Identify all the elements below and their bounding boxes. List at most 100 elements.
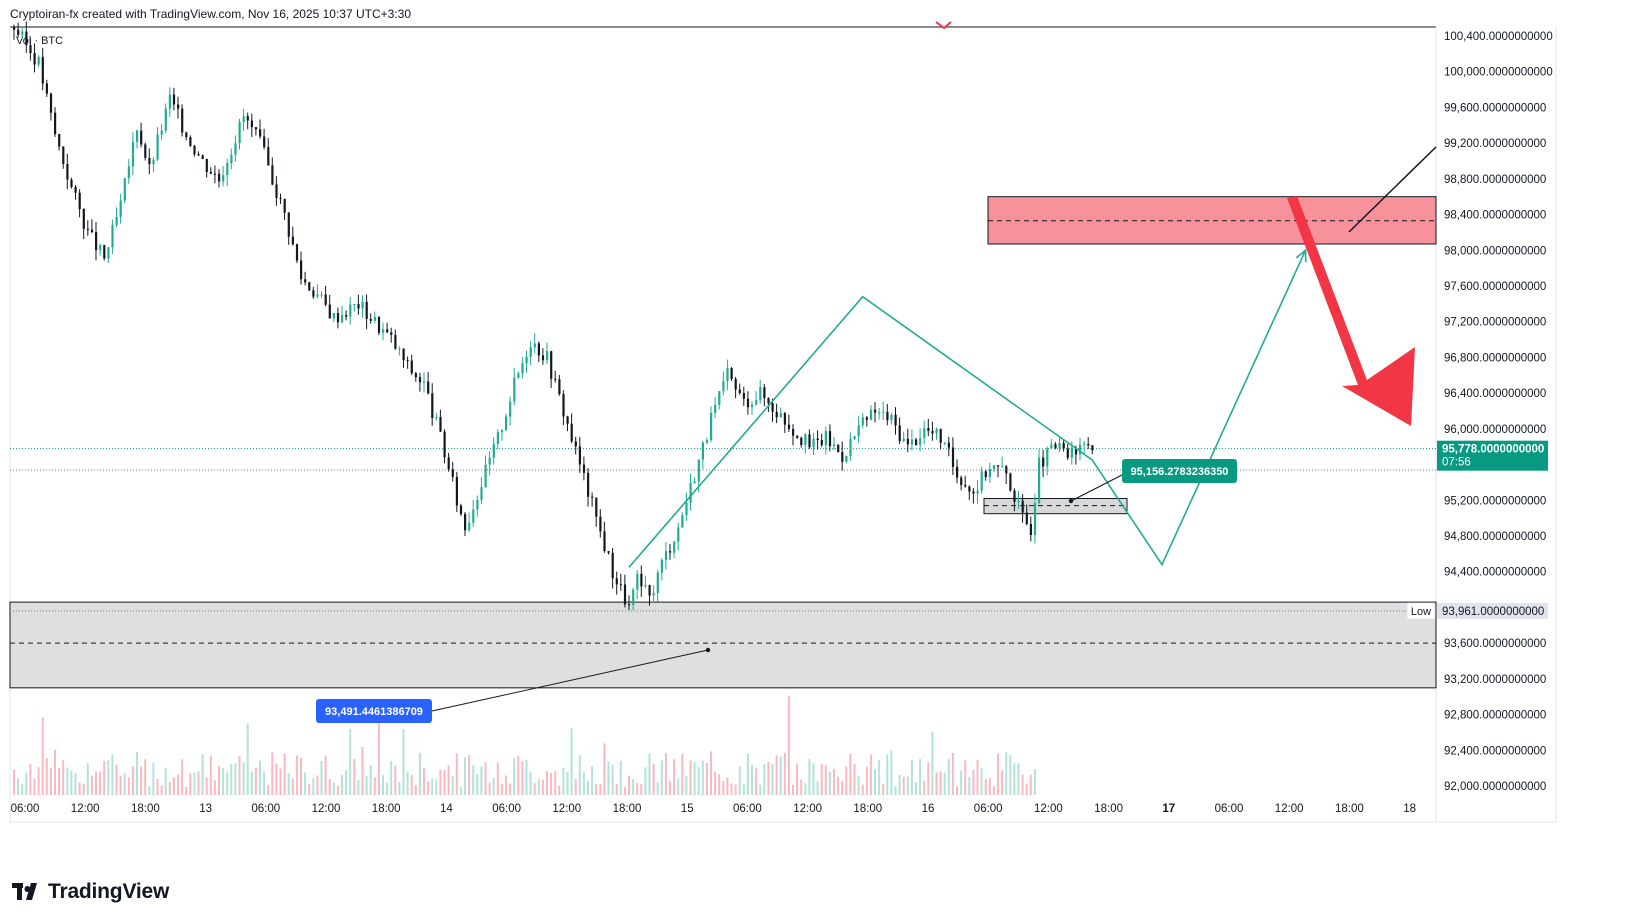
candle-body xyxy=(787,424,791,430)
candle-body xyxy=(992,465,996,469)
volume-bar xyxy=(644,767,647,795)
candle-body xyxy=(345,314,348,317)
candle-body xyxy=(902,438,905,442)
volume-bar xyxy=(365,775,368,795)
volume-bar xyxy=(152,762,155,795)
label-93491: 93,491.4461386709 xyxy=(325,706,423,718)
candle-body xyxy=(287,212,290,237)
candle-body xyxy=(410,360,413,374)
volume-bar xyxy=(254,767,257,795)
volume-bar xyxy=(111,754,114,795)
volume-bar xyxy=(107,760,110,795)
candle-body xyxy=(423,381,426,383)
candle-body xyxy=(861,417,864,426)
candle-body xyxy=(582,464,586,473)
volume-bar xyxy=(418,752,421,795)
candle-body xyxy=(505,416,508,430)
volume-bar xyxy=(857,776,860,795)
volume-bar xyxy=(865,766,868,795)
candle-body xyxy=(521,363,524,374)
time-tick-label: 06:00 xyxy=(1215,803,1244,815)
volume-bar xyxy=(1025,783,1028,795)
candle-body xyxy=(431,393,434,419)
low-price-badge xyxy=(1437,602,1548,619)
candle-body xyxy=(242,116,245,122)
time-tick-label: 18:00 xyxy=(131,803,160,815)
candle-body xyxy=(451,469,454,477)
volume-bar xyxy=(472,765,475,795)
candle-body xyxy=(320,294,323,296)
candle-body xyxy=(312,290,315,297)
label-95156-anchor xyxy=(1068,498,1074,504)
candle-body xyxy=(927,428,930,432)
volume-bar xyxy=(972,769,975,795)
candle-body xyxy=(160,130,163,135)
volume-bar xyxy=(406,771,409,795)
candle-body xyxy=(710,412,713,441)
volume-bar xyxy=(591,766,594,795)
volume-bar xyxy=(1017,763,1020,795)
volume-bar xyxy=(742,784,745,795)
volume-bar xyxy=(70,770,73,795)
volume-bar xyxy=(49,767,52,795)
volume-bar xyxy=(537,779,540,795)
volume-bar xyxy=(62,759,65,795)
volume-bar xyxy=(349,729,352,795)
candle-body xyxy=(1079,444,1082,455)
volume-bar xyxy=(58,767,61,795)
candle-body xyxy=(123,178,126,201)
volume-bar xyxy=(935,772,938,795)
bearish-arrow[interactable] xyxy=(1287,196,1415,426)
candle-body xyxy=(640,573,643,587)
price-tick-label: 93,200.0000000000 xyxy=(1444,674,1546,686)
candle-body xyxy=(652,592,655,596)
candle-body xyxy=(656,572,659,593)
candle-body xyxy=(960,477,963,485)
volume-bar xyxy=(123,773,126,795)
demand-zone[interactable] xyxy=(9,601,1437,689)
candle-body xyxy=(369,318,372,321)
label-93491-box[interactable] xyxy=(316,699,432,723)
volume-bar xyxy=(529,771,532,795)
volume-bar xyxy=(287,773,290,795)
volume-bar xyxy=(984,778,987,795)
volume-bar xyxy=(828,771,831,795)
volume-bar xyxy=(927,762,930,795)
volume-bar xyxy=(271,752,274,795)
volume-bar xyxy=(746,753,749,795)
candle-body xyxy=(546,351,549,361)
volume-bar xyxy=(890,750,893,795)
candle-body xyxy=(783,413,786,425)
candle-body xyxy=(1054,444,1057,448)
candle-body xyxy=(1013,490,1016,502)
volume-bar xyxy=(939,771,942,795)
candle-body xyxy=(759,387,762,401)
low-tag: Low xyxy=(1411,606,1431,618)
candle-body xyxy=(988,468,991,478)
candle-body xyxy=(115,216,118,225)
current-price-badge[interactable] xyxy=(1437,440,1548,471)
volume-bar xyxy=(205,777,208,795)
volume-bar xyxy=(144,759,147,795)
candle-body xyxy=(226,163,229,176)
trend-line[interactable] xyxy=(1348,146,1437,233)
current-price-label: 95,778.0000000000 xyxy=(1442,444,1544,456)
candle-body xyxy=(1038,457,1041,504)
low-price-label: 93,961.0000000000 xyxy=(1442,606,1544,618)
candle-body xyxy=(390,332,393,335)
candle-body xyxy=(476,499,479,510)
label-95156-box[interactable] xyxy=(1122,459,1237,483)
volume-bar xyxy=(455,753,458,795)
tradingview-brand[interactable]: TradingView xyxy=(12,880,169,904)
volume-bar xyxy=(17,778,20,795)
volume-bar xyxy=(213,780,216,795)
volume-bar xyxy=(320,761,323,795)
volume-bar xyxy=(353,758,356,795)
candle-body xyxy=(968,486,971,492)
volume-bar xyxy=(861,784,864,795)
candle-body xyxy=(189,137,192,146)
candle-body xyxy=(308,282,311,291)
candle-body xyxy=(664,551,668,560)
candle-body xyxy=(1046,448,1049,467)
